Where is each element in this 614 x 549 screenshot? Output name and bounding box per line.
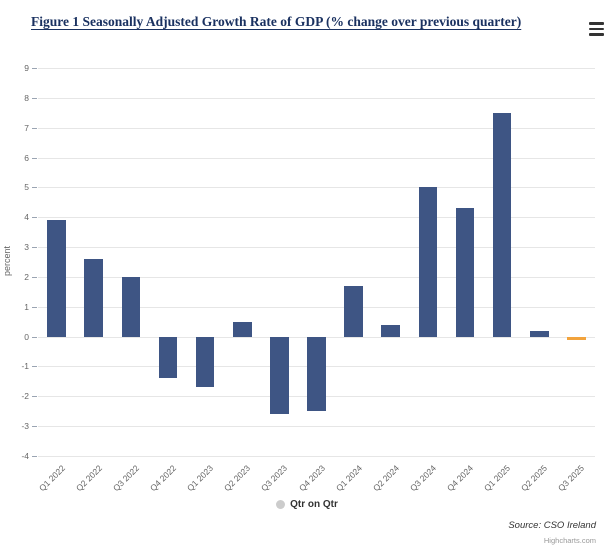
x-axis-label: Q2 2023 <box>222 463 253 494</box>
x-axis-label: Q2 2025 <box>519 463 550 494</box>
x-axis-label: Q1 2022 <box>36 463 67 494</box>
bar-q1-2023[interactable] <box>195 336 215 388</box>
y-axis-tick-label: -2 <box>21 391 29 402</box>
bar-q2-2024[interactable] <box>381 324 401 337</box>
gridline <box>38 187 595 189</box>
y-axis-tick-label: 6 <box>24 152 29 163</box>
bar-q3-2025[interactable] <box>567 336 586 340</box>
y-axis-tick-label: 7 <box>24 122 29 133</box>
chart-title: Figure 1 Seasonally Adjusted Growth Rate… <box>31 14 522 29</box>
y-axis-tick-mark <box>32 68 37 69</box>
bar-q1-2022[interactable] <box>47 220 66 337</box>
y-axis-tick-mark <box>32 276 37 278</box>
gridline <box>38 456 595 457</box>
hamburger-icon[interactable] <box>580 18 604 40</box>
bar-q3-2023[interactable] <box>270 336 289 415</box>
hamburger-line <box>589 33 604 36</box>
y-axis-tick-mark <box>32 396 37 398</box>
hamburger-line <box>589 22 604 25</box>
bar-q2-2023[interactable] <box>232 321 252 337</box>
bar-q4-2024[interactable] <box>455 208 475 337</box>
x-axis-label: Q3 2025 <box>556 463 587 494</box>
bar-q3-2022[interactable] <box>121 276 141 337</box>
x-axis-label: Q3 2024 <box>407 463 438 494</box>
y-axis-tick-mark <box>32 217 37 219</box>
y-axis-tick-label: 5 <box>24 182 29 193</box>
gridline <box>38 127 595 129</box>
y-axis-tick-label: -1 <box>21 361 29 372</box>
y-axis-tick-label: 1 <box>24 301 29 312</box>
hamburger-line <box>589 27 604 31</box>
y-axis-tick-mark <box>32 366 37 368</box>
x-axis-label: Q1 2024 <box>333 463 364 494</box>
bar-q4-2022[interactable] <box>158 336 178 379</box>
y-axis-tick-mark <box>32 127 37 129</box>
source-text: Source: CSO Ireland <box>508 520 596 531</box>
bar-q2-2022[interactable] <box>84 259 103 337</box>
x-axis-label: Q1 2023 <box>185 463 216 494</box>
bar-q4-2023[interactable] <box>307 336 326 412</box>
bar-q2-2025[interactable] <box>530 330 549 337</box>
y-axis-tick-label: 2 <box>24 271 29 282</box>
y-axis-tick-mark <box>32 247 37 249</box>
y-axis-tick-label: 3 <box>24 242 29 253</box>
bar-q3-2024[interactable] <box>418 187 438 337</box>
bar-q1-2025[interactable] <box>492 112 512 337</box>
x-axis-label: Q4 2022 <box>147 463 179 494</box>
x-axis-label: Q2 2022 <box>73 463 104 494</box>
x-axis-label: Q4 2023 <box>296 463 327 494</box>
y-axis-tick-label: 0 <box>24 331 29 342</box>
x-axis-label: Q2 2024 <box>370 463 401 494</box>
y-axis-tick-mark <box>32 97 37 99</box>
y-axis-tick-mark <box>32 187 37 189</box>
gridline <box>38 306 595 308</box>
plot-area: 9 8 7 6 5 4 3 2 1 0 -1 -2 -3 -4 Q1 2022 Q2 2022 Q3 2022 Q… <box>21 63 595 493</box>
x-axis-label: Q1 2025 <box>482 463 513 494</box>
gridline <box>38 68 595 69</box>
y-axis-tick-mark <box>32 456 37 457</box>
y-axis-tick-label: 8 <box>24 92 29 103</box>
gridline <box>38 276 595 278</box>
x-axis-label: Q3 2022 <box>110 463 141 494</box>
legend-marker <box>276 500 286 509</box>
y-axis-tick-label: 9 <box>24 63 29 73</box>
legend-item-qtr-on-qtr[interactable]: Qtr on Qtr <box>0 499 614 510</box>
y-axis-tick-label: -4 <box>21 451 29 461</box>
y-axis-tick-mark <box>32 426 37 428</box>
y-axis-title: percent <box>2 245 12 277</box>
y-axis-tick-mark <box>32 306 37 308</box>
gridline <box>38 247 595 249</box>
gridline <box>38 157 595 159</box>
y-axis-tick-label: -3 <box>21 421 29 432</box>
y-axis-tick-label: 4 <box>24 212 29 223</box>
legend-label: Qtr on Qtr <box>290 499 338 510</box>
gridline <box>38 97 595 99</box>
y-axis-tick-mark <box>32 157 37 159</box>
x-axis-label: Q3 2023 <box>259 463 290 494</box>
gridline <box>38 426 595 428</box>
y-axis-tick-mark <box>32 336 37 338</box>
gridline <box>38 217 595 219</box>
x-axis-label: Q4 2024 <box>444 463 476 494</box>
bar-q1-2024[interactable] <box>344 285 363 337</box>
highcharts-credits-link[interactable]: Highcharts.com <box>543 536 596 545</box>
